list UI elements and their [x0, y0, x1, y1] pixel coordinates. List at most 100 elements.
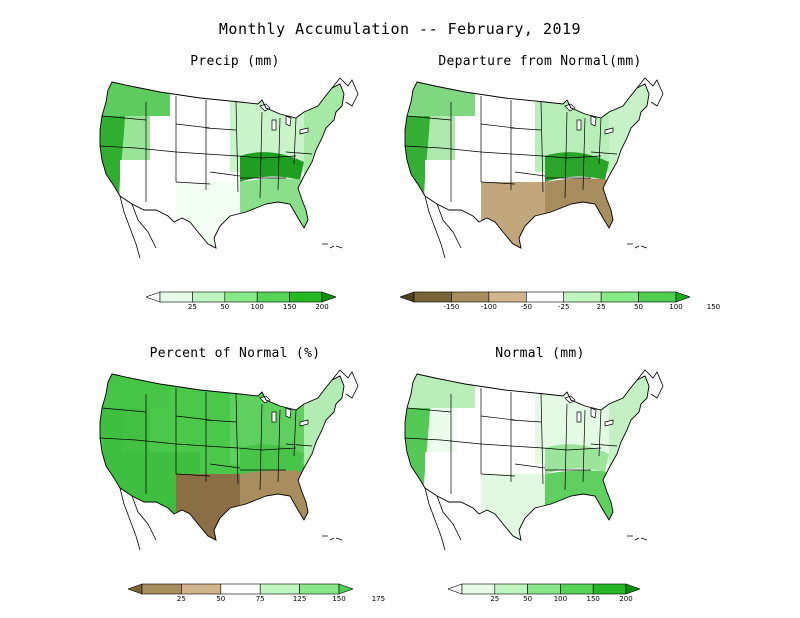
texas-region [176, 182, 240, 248]
state-boundary [237, 155, 263, 159]
lake [576, 411, 582, 423]
colorbar-tick-label: 100 [669, 303, 683, 311]
colorbar-max-arrow [338, 583, 353, 595]
state-boundary [540, 101, 544, 193]
state-boundary [510, 445, 544, 449]
colorbar-max-arrow [321, 291, 336, 303]
us-outline [99, 81, 345, 249]
colorbar-tick-label: -50 [520, 303, 532, 311]
state-boundary [590, 151, 618, 155]
state-boundary [205, 153, 239, 157]
state-boundary [277, 409, 281, 483]
bahamas [627, 535, 648, 541]
state-boundary [598, 117, 602, 165]
ohio-valley-region [240, 152, 304, 182]
baja-coast [436, 495, 462, 541]
colorbar-box [289, 291, 323, 303]
state-boundary [205, 419, 237, 423]
us-outline [404, 373, 650, 541]
mexico-coast [119, 487, 141, 551]
state-boundary [293, 409, 297, 457]
canada-coast [636, 77, 664, 107]
state-boundary [510, 419, 542, 423]
colorbar-tick-label: 100 [553, 595, 568, 603]
state-boundary [582, 409, 586, 483]
pacific-nw-region [405, 374, 475, 408]
state-boundary [480, 443, 512, 447]
colorbar-tick-label: -25 [557, 303, 570, 311]
state-boundary [259, 111, 263, 199]
colorbar-max-arrow [675, 291, 690, 303]
lake [285, 407, 292, 419]
state-boundary [582, 117, 586, 191]
colorbar-box [451, 291, 490, 303]
colorbar-box [192, 291, 226, 303]
colorbar-tick-label: 150 [586, 595, 600, 603]
colorbar-min-arrow [400, 291, 415, 303]
bahamas [627, 243, 648, 249]
precip-panel: Precip (mm) [90, 54, 380, 308]
state-boundary [205, 445, 239, 449]
state-boundary [285, 151, 313, 155]
us-outline [99, 373, 345, 541]
colorbar [448, 583, 640, 595]
colorbar-tick-label: 100 [250, 303, 264, 311]
state-boundary [101, 115, 147, 121]
bahamas [322, 243, 343, 249]
colorbar-tick-label: 25 [596, 303, 606, 311]
percent-panel: Percent of Normal (%) [90, 346, 380, 600]
state-boundary [564, 111, 568, 199]
colorbar-tick-label: -100 [480, 303, 497, 311]
colorbar-tick-label: 175 [371, 595, 386, 603]
state-boundary [175, 473, 211, 477]
lake [299, 127, 309, 135]
state-boundary [175, 415, 211, 421]
state-boundary [440, 147, 482, 153]
colorbar-box [259, 583, 300, 595]
colorbar-box [592, 583, 627, 595]
colorbar-min-arrow [448, 583, 463, 595]
southeast-region [545, 178, 615, 232]
state-boundary [480, 181, 516, 185]
state-boundary [540, 393, 544, 485]
southeast-region [240, 178, 310, 232]
state-boundary [235, 101, 239, 193]
colorbar-max-arrow [625, 583, 640, 595]
departure-legend: -150 -100 -50 -25 25 50 100 150 [400, 291, 720, 317]
lake [604, 419, 614, 427]
state-boundary [590, 443, 618, 447]
lake [271, 411, 277, 423]
colorbar-box [527, 583, 561, 595]
colorbar-tick-label: 25 [490, 595, 500, 603]
colorbar-box [488, 291, 527, 303]
state-boundary [175, 123, 211, 129]
state-boundary [514, 171, 546, 177]
colorbar-box [413, 291, 452, 303]
texas-region [481, 182, 545, 248]
us-outline [404, 81, 650, 249]
state-boundary [135, 439, 177, 445]
ohio-valley-region [240, 444, 304, 474]
normal-map [404, 369, 664, 551]
lake [271, 119, 277, 131]
ohio-valley-region [545, 444, 609, 474]
state-boundary [235, 393, 239, 485]
state-boundary [285, 443, 313, 447]
pacific-nw-region [100, 374, 170, 408]
state-boundary [440, 439, 482, 445]
colorbar-box [638, 291, 677, 303]
shaded-regions [405, 82, 649, 248]
state-boundary [100, 437, 137, 441]
colorbar-tick-label: 200 [619, 595, 633, 603]
colorbar-box [224, 291, 258, 303]
colorbar-tick-label: 50 [523, 595, 533, 603]
canada-coast [331, 369, 359, 399]
state-boundary [175, 181, 211, 185]
panel-title: Normal (mm) [495, 346, 585, 361]
baja-coast [131, 495, 157, 541]
state-boundary [100, 145, 137, 149]
state-boundary [406, 115, 452, 121]
state-boundary [510, 153, 544, 157]
texas-region [481, 474, 545, 540]
colorbar-box [560, 583, 594, 595]
